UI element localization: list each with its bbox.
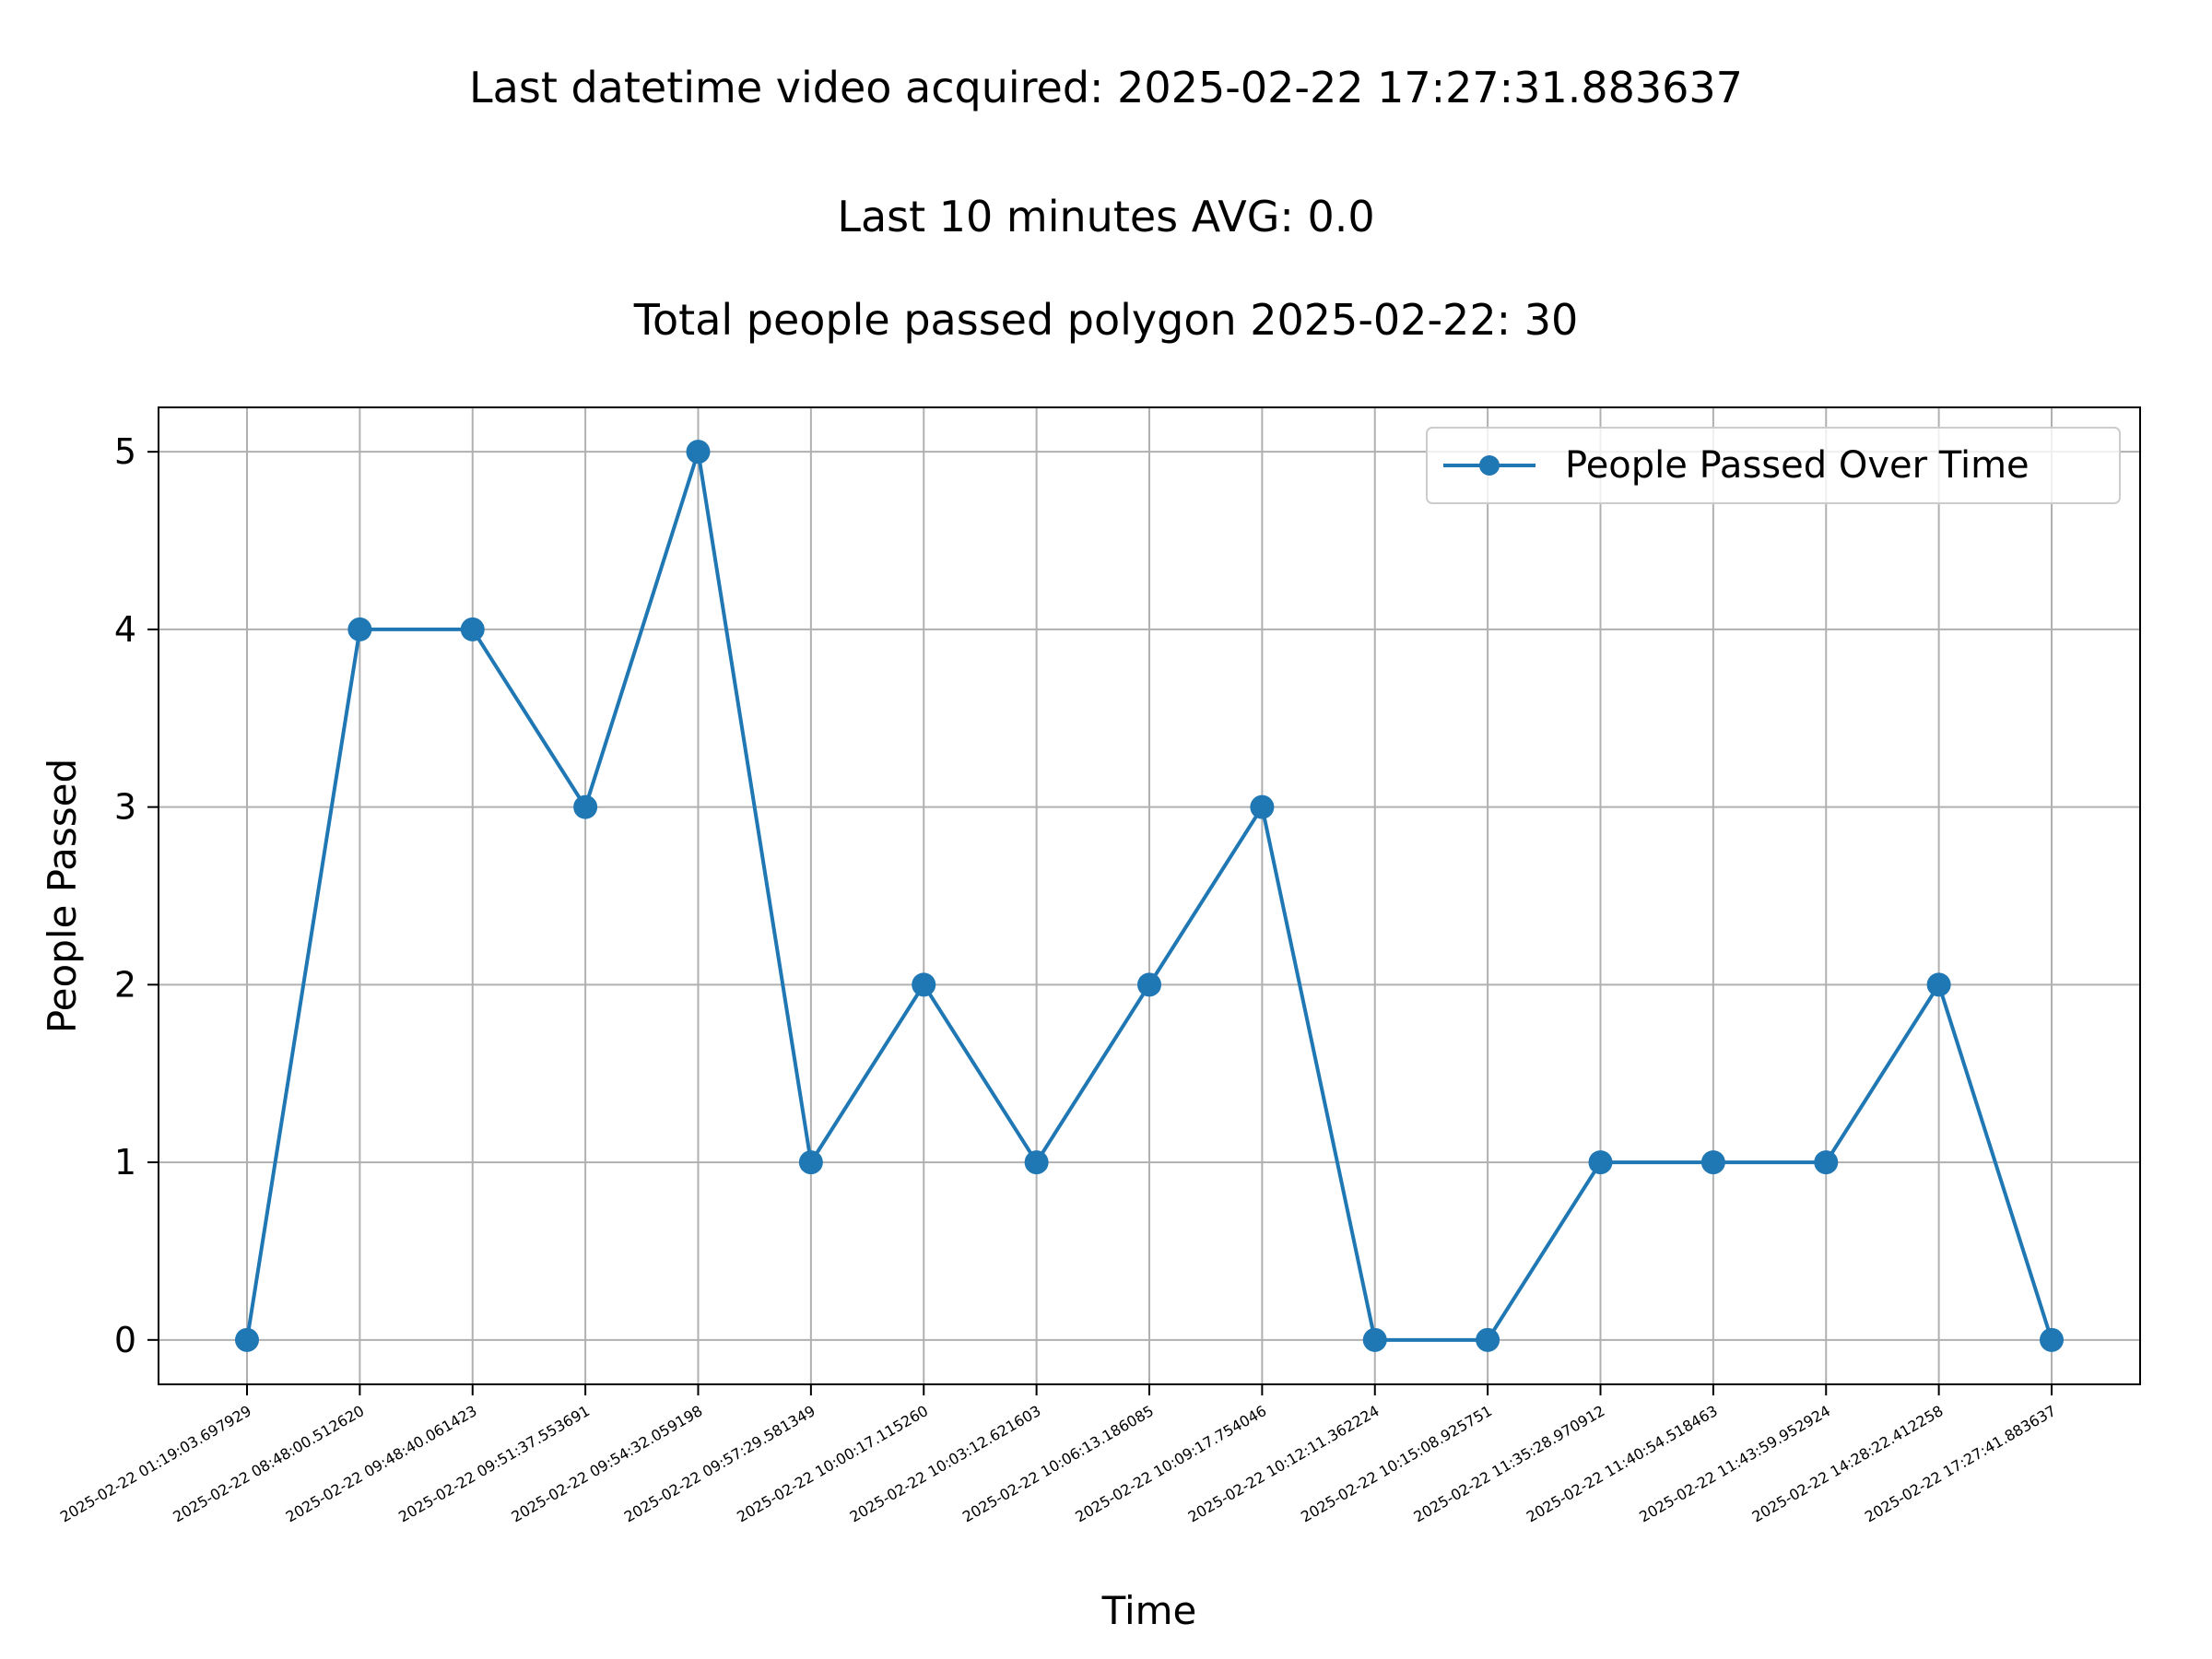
- data-point: [1137, 972, 1161, 997]
- x-tick-label: 2025-02-22 10:15:08.925751: [1298, 1402, 1495, 1526]
- grid: [159, 407, 2140, 1384]
- legend-box: [1426, 427, 2121, 504]
- x-tick-label: 2025-02-22 10:03:12.621603: [847, 1402, 1044, 1526]
- x-tick-label: 2025-02-22 17:27:41.883637: [1862, 1402, 2059, 1526]
- series-layer: [235, 440, 2064, 1352]
- x-tick-label: 2025-02-22 11:35:28.970912: [1411, 1402, 1608, 1526]
- x-axis-label: Time: [1101, 1588, 1197, 1633]
- x-tick-label: 2025-02-22 09:57:29.581349: [621, 1402, 818, 1526]
- x-tick-label: 2025-02-22 11:40:54.518463: [1524, 1402, 1721, 1526]
- data-point: [1362, 1327, 1387, 1352]
- data-point: [1476, 1327, 1500, 1352]
- x-tick-label: 2025-02-22 09:54:32.059198: [509, 1402, 706, 1526]
- x-tick-label: 2025-02-22 10:00:17.115260: [734, 1402, 931, 1526]
- x-tick-label: 2025-02-22 01:19:03.697929: [57, 1402, 254, 1526]
- data-point: [235, 1327, 259, 1352]
- x-tick-label: 2025-02-22 08:48:00.512620: [170, 1402, 367, 1526]
- data-point: [1024, 1150, 1049, 1175]
- data-point: [912, 972, 936, 997]
- chart-title-line-1: Last datetime video acquired: 2025-02-22…: [469, 63, 1743, 112]
- x-tick-label: 2025-02-22 10:06:13.186085: [959, 1402, 1157, 1526]
- y-tick-label: 5: [114, 431, 136, 472]
- data-point: [1250, 794, 1275, 819]
- x-tick-label: 2025-02-22 10:12:11.362224: [1185, 1402, 1382, 1526]
- chart-title-line-3: Total people passed polygon 2025-02-22: …: [633, 295, 1579, 345]
- legend: People Passed Over Time: [1426, 427, 2121, 504]
- data-point: [573, 794, 598, 819]
- x-tick-label: 2025-02-22 11:43:59.952924: [1636, 1402, 1833, 1526]
- legend-entry: People Passed Over Time: [1565, 444, 2030, 487]
- data-point: [1814, 1150, 1839, 1175]
- chart-title-line-2: Last 10 minutes AVG: 0.0: [837, 192, 1375, 241]
- x-tick-label: 2025-02-22 10:09:17.754046: [1072, 1402, 1269, 1526]
- data-point: [1588, 1150, 1613, 1175]
- data-point: [347, 617, 372, 641]
- data-point: [2040, 1327, 2064, 1352]
- y-tick-label: 3: [114, 787, 136, 828]
- x-tick-label: 2025-02-22 09:48:40.061423: [283, 1402, 480, 1526]
- data-point: [686, 440, 711, 465]
- x-tick-label: 2025-02-22 14:28:22.412258: [1749, 1402, 1947, 1526]
- data-point: [798, 1150, 823, 1175]
- legend-marker-swatch: [1479, 455, 1500, 476]
- x-tick-label: 2025-02-22 09:51:37.553691: [395, 1402, 593, 1526]
- y-tick-label: 0: [114, 1320, 136, 1360]
- y-tick-label: 1: [114, 1142, 136, 1182]
- data-point: [460, 617, 485, 641]
- data-point: [1700, 1150, 1725, 1175]
- data-point: [1926, 972, 1951, 997]
- y-tick-label: 2: [114, 964, 136, 1005]
- y-tick-label: 4: [114, 609, 136, 650]
- y-axis-label: People Passed: [40, 759, 85, 1033]
